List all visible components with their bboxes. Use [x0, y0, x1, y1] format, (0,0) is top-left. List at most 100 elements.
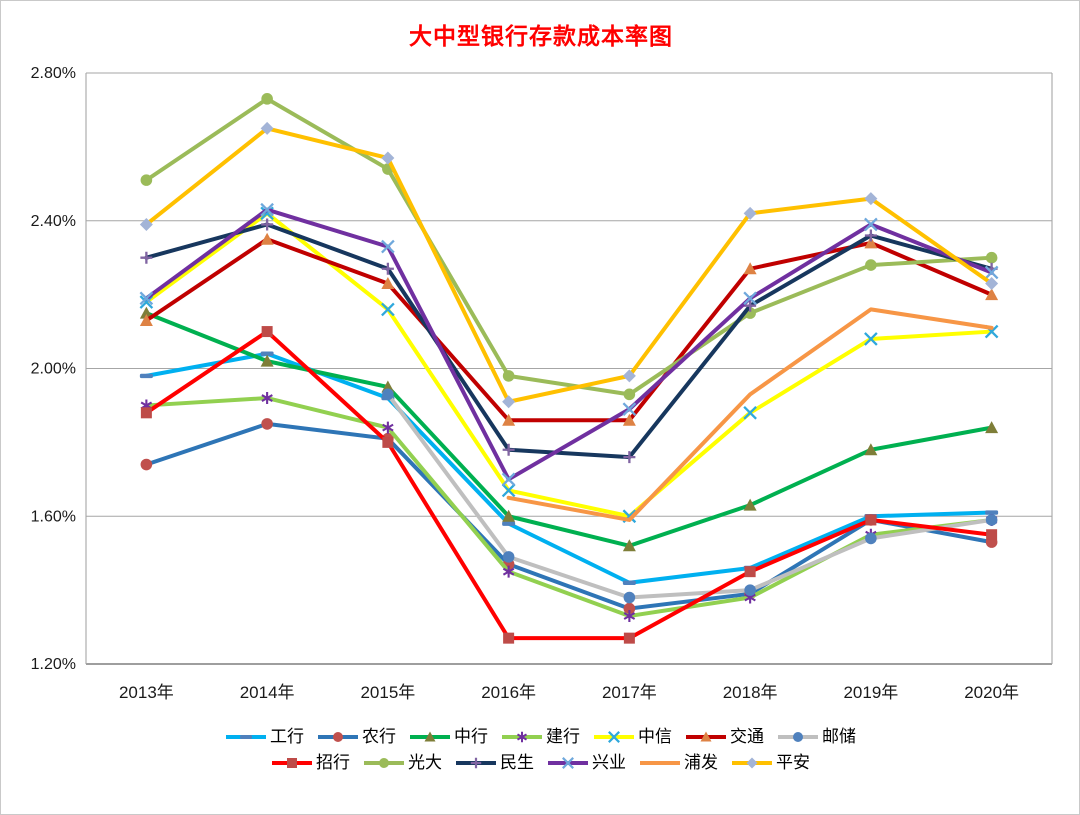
- series-marker-bocom: [139, 313, 153, 326]
- series-marker-bocom: [381, 277, 395, 290]
- series-marker-minsheng: [502, 443, 515, 456]
- x-axis-tick: 2016年: [481, 683, 536, 702]
- legend-swatch-minsheng: [456, 755, 496, 771]
- x-axis-tick: 2015年: [360, 683, 415, 702]
- legend-marker: [608, 730, 620, 743]
- series-marker-icbc: [985, 510, 999, 515]
- legend-item-abc: 农行: [318, 728, 396, 745]
- legend-marker: [793, 731, 803, 742]
- series-marker-icbc: [139, 373, 153, 379]
- series-marker-pingan: [985, 277, 999, 291]
- series-marker-bocom: [985, 288, 999, 301]
- legend-item-ceb: 光大: [364, 754, 442, 771]
- series-marker-icbc: [622, 580, 636, 585]
- series-marker-abc: [140, 458, 153, 471]
- series-marker-citic: [139, 295, 154, 309]
- series-line-psbc: [385, 392, 994, 600]
- series-marker-cmb: [744, 566, 756, 578]
- legend-swatch-ceb: [364, 755, 404, 771]
- series-marker-bocom: [622, 413, 636, 426]
- y-axis-tick: 1.20%: [31, 656, 76, 673]
- series-line-abc: [144, 421, 994, 611]
- legend-marker: [240, 734, 252, 739]
- x-marker-icon: [562, 756, 574, 769]
- legend-marker: [470, 757, 482, 768]
- series-marker-ceb: [865, 259, 877, 271]
- series-marker-ccb: [382, 421, 394, 434]
- triangle-marker-icon: [424, 731, 436, 741]
- legend-line-spdb: [640, 760, 680, 765]
- series-marker-ceb: [985, 251, 998, 264]
- series-marker-minsheng: [261, 218, 274, 231]
- series-marker-icbc: [502, 521, 516, 526]
- series-line-spdb: [506, 307, 994, 522]
- x-axis-tick: 2020年: [964, 683, 1019, 702]
- series-line-boc: [144, 311, 994, 548]
- legend-row: 工行 农行 中行 建行 中信 交通 邮储: [219, 728, 863, 745]
- series-marker-pingan: [864, 192, 878, 206]
- series-marker-bocom: [864, 236, 878, 249]
- series-marker-cmb: [503, 632, 515, 644]
- legend-marker: [700, 731, 712, 741]
- series-marker-citic: [381, 302, 395, 317]
- x-axis-tick: 2014年: [240, 683, 295, 702]
- series-marker-cib: [864, 217, 878, 232]
- legend-label-icbc: 工行: [270, 727, 304, 746]
- legend-swatch-icbc: [226, 729, 266, 745]
- series-marker-pingan: [743, 206, 757, 220]
- series-line-minsheng: [144, 222, 994, 460]
- y-axis-tick: 2.00%: [31, 361, 76, 378]
- series-marker-cib: [743, 291, 757, 306]
- series-marker-psbc: [744, 584, 756, 596]
- series-marker-psbc: [985, 514, 998, 526]
- legend-swatch-citic: [594, 729, 634, 745]
- legend-item-boc: 中行: [410, 728, 488, 745]
- series-line-icbc: [144, 351, 994, 585]
- legend-swatch-pingan: [732, 755, 772, 771]
- legend-item-citic: 中信: [594, 728, 672, 745]
- series-marker-ceb: [502, 370, 515, 382]
- legend-label-ccb: 建行: [546, 727, 580, 746]
- series-marker-minsheng: [744, 299, 757, 312]
- series-marker-cib: [260, 202, 274, 217]
- legend-item-cib: 兴业: [548, 754, 626, 771]
- legend-label-ceb: 光大: [408, 753, 442, 772]
- legend-item-spdb: 浦发: [640, 754, 718, 771]
- x-axis-tick: 2018年: [723, 683, 778, 702]
- diamond-marker-icon: [746, 757, 758, 768]
- y-axis-tick: 2.80%: [31, 65, 76, 82]
- series-marker-cmb: [140, 407, 152, 419]
- legend-item-cmb: 招行: [272, 754, 350, 771]
- legend-marker: [516, 731, 528, 742]
- series-marker-citic: [864, 332, 878, 346]
- series-marker-psbc: [382, 388, 394, 401]
- legend-swatch-cmb: [272, 755, 312, 771]
- x-axis-tick: 2019年: [843, 683, 898, 702]
- series-marker-cib: [381, 239, 395, 254]
- legend-swatch-spdb: [640, 755, 680, 771]
- legend-item-ccb: 建行: [502, 728, 580, 745]
- series-marker-cmb: [261, 326, 273, 338]
- series-marker-boc: [260, 354, 274, 367]
- legend-swatch-psbc: [778, 729, 818, 745]
- legend-label-psbc: 邮储: [822, 727, 856, 746]
- series-marker-psbc: [502, 551, 515, 563]
- legend-marker: [562, 756, 574, 769]
- legend-marker: [287, 757, 297, 768]
- series-marker-cib: [622, 402, 637, 416]
- legend-label-minsheng: 民生: [500, 753, 534, 772]
- chart-title: 大中型银行存款成本率图: [409, 24, 673, 49]
- series-marker-bocom: [260, 232, 274, 245]
- asterisk-marker-icon: [516, 731, 528, 742]
- series-marker-psbc: [623, 591, 636, 604]
- series-marker-citic: [501, 483, 516, 498]
- series-marker-bocom: [743, 262, 757, 275]
- series-marker-ceb: [261, 93, 273, 105]
- legend-label-cmb: 招行: [316, 753, 350, 772]
- legend-swatch-abc: [318, 729, 358, 745]
- series-marker-cib: [501, 472, 516, 487]
- dash-marker-icon: [240, 734, 252, 739]
- series-marker-minsheng: [140, 251, 153, 264]
- legend-marker: [379, 757, 389, 768]
